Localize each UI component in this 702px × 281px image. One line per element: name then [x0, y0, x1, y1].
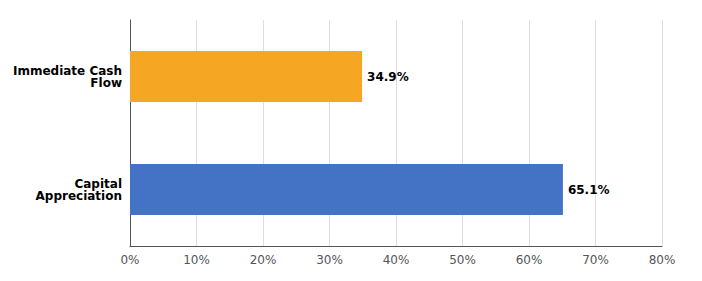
svg-text:Immediate Cash: Immediate Cash	[12, 63, 122, 78]
svg-text:Capital: Capital	[74, 176, 122, 191]
svg-text:Appreciation: Appreciation	[36, 189, 122, 203]
svg-text:34.9%: 34.9%	[367, 70, 409, 84]
svg-text:40%: 40%	[383, 253, 410, 267]
svg-text:30%: 30%	[316, 253, 343, 267]
svg-text:10%: 10%	[183, 253, 210, 267]
svg-text:80%: 80%	[649, 253, 676, 267]
svg-text:50%: 50%	[449, 253, 476, 267]
svg-text:20%: 20%	[250, 253, 277, 267]
svg-text:60%: 60%	[516, 253, 543, 267]
svg-text:70%: 70%	[582, 253, 609, 267]
svg-text:Flow: Flow	[90, 76, 122, 90]
svg-text:0%: 0%	[120, 253, 139, 267]
svg-text:65.1%: 65.1%	[568, 183, 610, 197]
